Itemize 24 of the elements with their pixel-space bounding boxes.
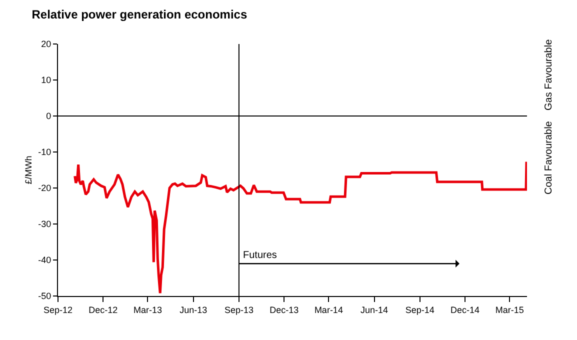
x-tick-label: Sep-13: [224, 304, 254, 315]
y-tick-label: 0: [46, 111, 52, 122]
x-tick-label: Jun-13: [180, 304, 208, 315]
x-tick-label: Mar-13: [133, 304, 162, 315]
text: Gas Favourable: [544, 38, 554, 110]
x-tick-label: Dec-13: [270, 304, 299, 315]
y-tick-label: 20: [41, 39, 52, 50]
y-tick-label: -50: [38, 291, 52, 302]
y-tick-label: -40: [38, 255, 52, 266]
text: Coal Favourable: [544, 120, 554, 194]
y-axis-title: £/MWh: [24, 156, 34, 184]
y-tick-label: -30: [38, 219, 52, 230]
x-tick-label: Mar-14: [314, 304, 343, 315]
y-tick-label: 10: [41, 75, 52, 86]
x-tick-label: Dec-12: [88, 304, 118, 315]
x-tick-label: Mar-15: [495, 304, 524, 315]
x-tick-label: Dec-14: [450, 304, 480, 315]
y-tick-label: -10: [38, 147, 52, 158]
chart-title: Relative power generation economics: [32, 8, 248, 22]
annotation: Futures: [243, 250, 277, 261]
y-tick-label: -20: [38, 183, 52, 194]
x-tick-label: Sep-14: [405, 304, 434, 315]
x-tick-label: Jun-14: [360, 304, 388, 315]
x-tick-label: Sep-12: [43, 304, 73, 315]
